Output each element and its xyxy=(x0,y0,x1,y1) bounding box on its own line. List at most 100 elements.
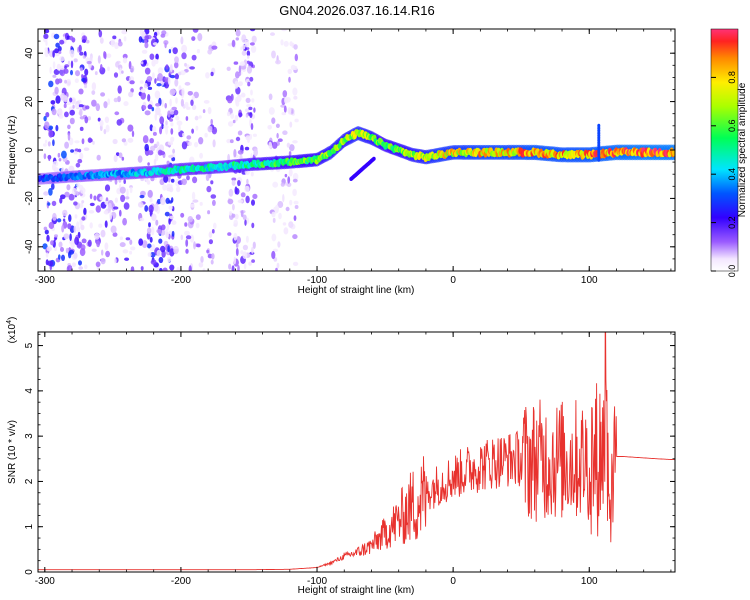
noise-blob xyxy=(154,90,161,99)
noise-blob xyxy=(287,68,293,75)
noise-blob xyxy=(154,58,159,65)
noise-blob xyxy=(138,238,144,246)
noise-blob xyxy=(130,266,135,271)
noise-blob xyxy=(175,178,180,187)
noise-blob xyxy=(119,236,123,240)
noise-blob xyxy=(73,252,78,259)
noise-blob xyxy=(52,74,57,78)
noise-blob xyxy=(47,141,51,147)
noise-blob xyxy=(175,97,178,104)
noise-blob xyxy=(228,263,232,270)
noise-blob xyxy=(167,76,171,85)
noise-blob xyxy=(84,116,89,124)
noise-blob xyxy=(284,173,288,178)
noise-blob xyxy=(166,223,170,231)
noise-blob xyxy=(253,148,258,157)
noise-blob xyxy=(74,190,79,196)
noise-blob xyxy=(242,214,247,221)
noise-blob xyxy=(288,221,294,229)
noise-blob xyxy=(251,199,255,206)
noise-blob xyxy=(70,60,74,69)
noise-blob xyxy=(61,150,67,159)
noise-blob xyxy=(85,105,90,110)
noise-blob xyxy=(271,233,277,242)
noise-blob xyxy=(178,125,181,132)
noise-blob xyxy=(161,99,164,108)
noise-blob xyxy=(51,183,55,190)
noise-blob xyxy=(277,138,283,142)
noise-blob xyxy=(293,44,298,50)
noise-blob xyxy=(203,100,210,104)
noise-blob xyxy=(144,110,151,116)
noise-blob xyxy=(48,129,54,138)
noise-blob xyxy=(104,210,108,215)
noise-blob xyxy=(44,121,50,130)
noise-blob xyxy=(181,87,185,96)
noise-blob xyxy=(280,182,285,187)
noise-blob xyxy=(129,76,135,82)
noise-blob xyxy=(193,91,199,99)
noise-blob xyxy=(64,65,67,70)
y-tick-label: 0 xyxy=(24,147,35,153)
noise-blob xyxy=(115,152,120,157)
noise-blob xyxy=(240,92,246,98)
noise-blob xyxy=(268,141,273,149)
noise-blob xyxy=(248,261,252,266)
noise-blob xyxy=(69,97,73,103)
noise-blob xyxy=(64,141,69,149)
noise-blob xyxy=(75,162,81,168)
noise-blob xyxy=(48,188,53,196)
noise-blob xyxy=(81,238,87,244)
noise-blob xyxy=(81,39,87,43)
noise-blob xyxy=(226,66,231,72)
noise-blob xyxy=(192,199,199,203)
noise-blob xyxy=(52,61,56,69)
noise-blob xyxy=(175,115,180,121)
noise-blob xyxy=(151,213,157,221)
noise-blob xyxy=(251,35,257,43)
noise-blob xyxy=(190,203,195,208)
noise-blob xyxy=(169,264,175,271)
noise-blob xyxy=(208,239,213,245)
noise-blob xyxy=(235,136,241,142)
noise-blob xyxy=(58,254,61,260)
noise-blob xyxy=(69,117,75,125)
noise-blob xyxy=(73,58,78,63)
noise-blob xyxy=(67,223,72,230)
noise-blob xyxy=(52,212,57,221)
colorbar-label: Normalized spectral amplitude xyxy=(737,82,748,217)
noise-blob xyxy=(79,126,84,131)
noise-blob xyxy=(165,64,169,70)
noise-blob xyxy=(48,221,55,230)
noise-blob xyxy=(210,118,213,125)
noise-blob xyxy=(54,234,58,238)
noise-blob xyxy=(147,86,153,90)
noise-blob xyxy=(250,89,253,96)
noise-blob xyxy=(57,78,63,84)
noise-blob xyxy=(176,186,181,193)
noise-blob xyxy=(237,199,244,204)
noise-blob xyxy=(227,98,233,104)
noise-blob xyxy=(277,241,281,248)
snr-panel: -300 -200 -100 0 100 0 1 2 3 4 5 Height of straig… xyxy=(6,317,676,596)
noise-blob xyxy=(109,212,113,220)
noise-blob xyxy=(78,148,82,153)
noise-blob xyxy=(249,29,256,32)
noise-blob xyxy=(62,209,68,217)
noise-blob xyxy=(233,61,239,65)
noise-blob xyxy=(271,50,276,59)
noise-blob xyxy=(202,109,206,114)
y-tick-label: 40 xyxy=(24,47,35,59)
x-tick-label: -100 xyxy=(307,576,327,587)
x-tick-label: 100 xyxy=(581,275,598,286)
noise-blob xyxy=(196,49,200,54)
noise-blob xyxy=(159,268,163,271)
noise-blob xyxy=(205,174,210,182)
noise-blob xyxy=(274,204,279,214)
noise-blob xyxy=(105,250,110,258)
noise-blob xyxy=(155,106,161,116)
noise-blob xyxy=(147,150,154,156)
noise-blob xyxy=(79,67,83,72)
noise-blob xyxy=(147,252,152,257)
noise-blob xyxy=(200,256,204,263)
